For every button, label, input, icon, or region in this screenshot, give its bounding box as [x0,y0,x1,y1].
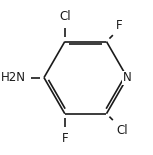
Text: F: F [62,132,68,145]
Text: F: F [116,19,123,32]
Text: H2N: H2N [1,71,26,84]
Text: Cl: Cl [59,11,71,23]
Text: Cl: Cl [116,124,128,137]
Text: N: N [123,71,132,84]
